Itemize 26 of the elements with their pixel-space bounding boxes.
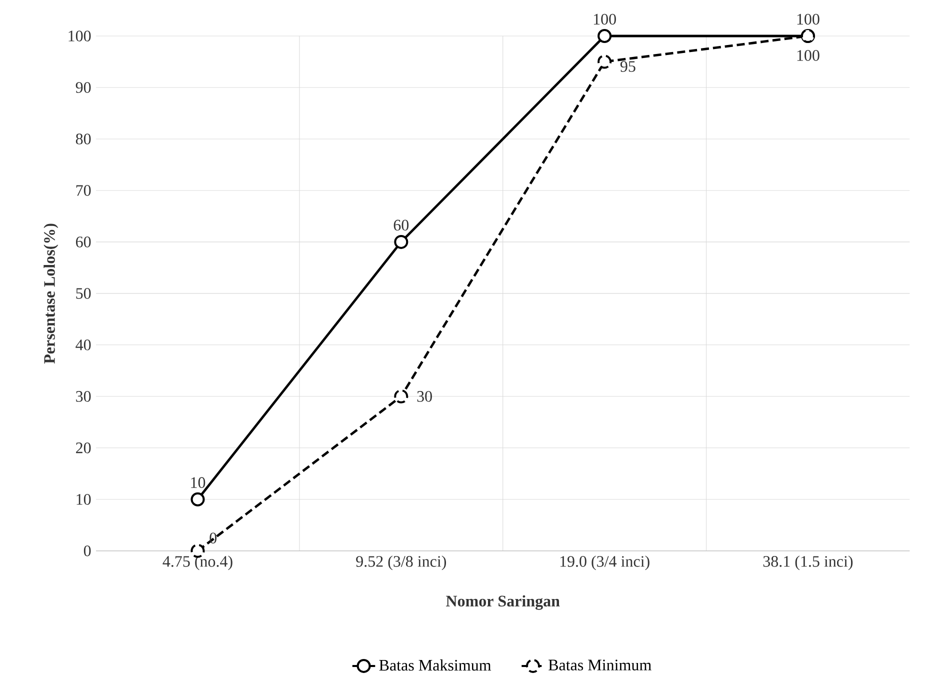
legend-label: Batas Minimum <box>548 660 652 670</box>
y-tick-label: 0 <box>84 546 91 556</box>
y-tick-label: 60 <box>76 236 91 248</box>
legend-label: Batas Maksimum <box>379 659 492 671</box>
y-tick-label: 20 <box>76 442 91 454</box>
x-tick-label: 4.75 (no.4) <box>162 556 232 570</box>
x-tick-label: 38.1 (1.5 inci) <box>763 556 853 570</box>
x-axis-title: Nomor Saringan <box>446 595 560 610</box>
y-tick-label: 10 <box>76 494 91 505</box>
y-axis-title: Persentase Lolos(%) <box>44 224 58 364</box>
data-label: 100 <box>797 14 820 25</box>
y-tick-label: 90 <box>76 82 91 93</box>
data-label: 60 <box>394 220 409 231</box>
data-label: 100 <box>797 50 820 61</box>
data-label: 10 <box>191 477 206 488</box>
data-label: 100 <box>594 14 616 25</box>
y-tick-label: 100 <box>68 30 91 42</box>
data-label: 95 <box>620 61 636 72</box>
y-tick-label: 40 <box>76 340 91 350</box>
y-tick-label: 50 <box>76 288 91 299</box>
y-tick-label: 80 <box>76 134 91 144</box>
x-tick-label: 19.0 (3/4 inci) <box>560 556 650 570</box>
x-tick-label: 9.52 (3/8 inci) <box>356 556 446 570</box>
y-tick-label: 30 <box>76 391 91 402</box>
data-label: 30 <box>417 391 432 402</box>
y-tick-label: 70 <box>76 185 91 196</box>
